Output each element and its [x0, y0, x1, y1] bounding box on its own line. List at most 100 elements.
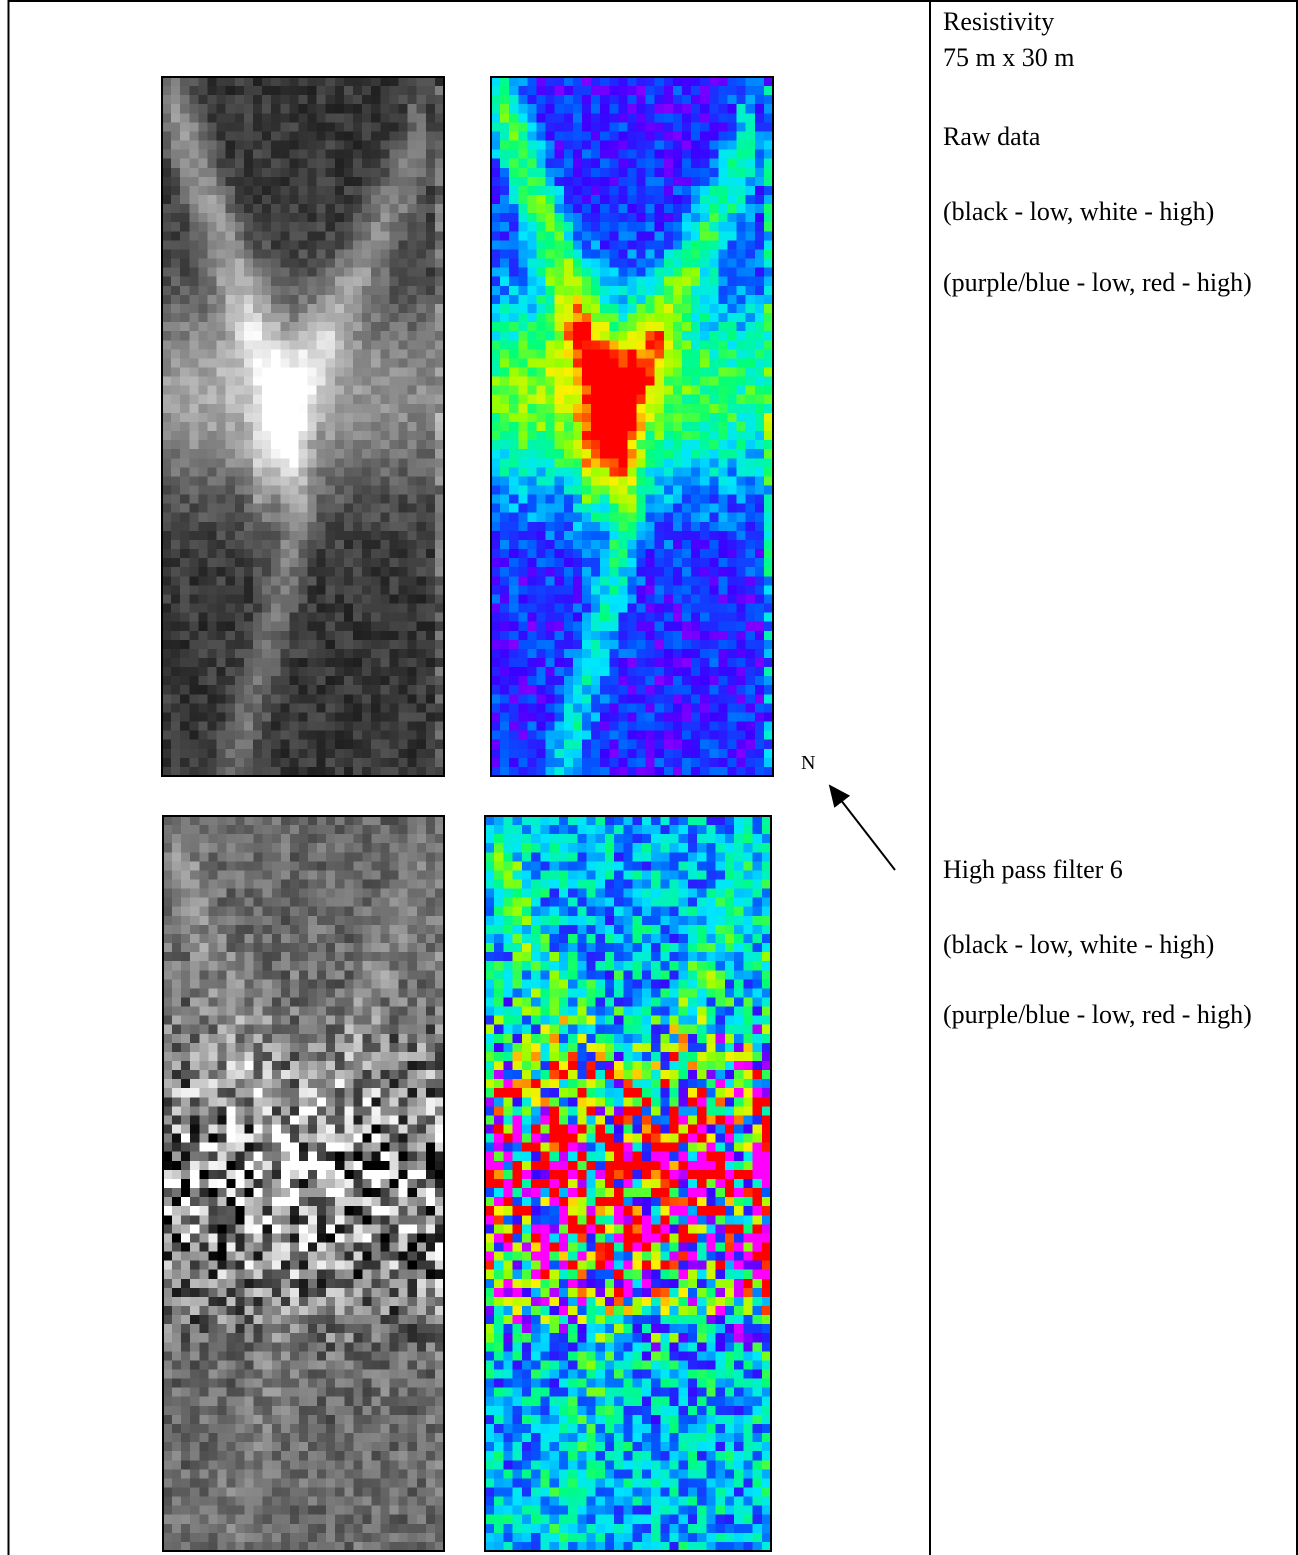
map-pixel — [417, 604, 427, 614]
map-pixel — [664, 576, 674, 586]
map-pixel — [655, 749, 665, 759]
map-pixel — [591, 168, 601, 178]
map-pixel — [262, 349, 272, 359]
map-pixel — [518, 667, 528, 677]
map-pixel — [171, 495, 181, 505]
map-pixel — [335, 141, 345, 151]
map-pixel — [244, 422, 254, 432]
map-pixel — [618, 440, 628, 450]
map-pixel — [600, 222, 610, 232]
map-pixel — [280, 440, 290, 450]
map-pixel — [555, 549, 565, 559]
map-pixel — [189, 240, 199, 250]
map-pixel — [180, 422, 190, 432]
map-pixel — [618, 540, 628, 550]
map-pixel — [546, 567, 556, 577]
map-pixel — [353, 676, 363, 686]
map-pixel — [637, 204, 647, 214]
map-pixel — [408, 613, 418, 623]
map-pixel — [262, 676, 272, 686]
map-pixel — [417, 367, 427, 377]
map-pixel — [280, 495, 290, 505]
map-pixel — [546, 322, 556, 332]
map-pixel — [335, 594, 345, 604]
map-pixel — [618, 331, 628, 341]
map-pixel — [417, 131, 427, 141]
map-pixel — [399, 522, 409, 532]
map-pixel — [546, 758, 556, 768]
map-pixel — [244, 431, 254, 441]
map-pixel — [655, 422, 665, 432]
map-pixel — [408, 816, 418, 826]
map-pixel — [755, 731, 765, 741]
map-pixel — [673, 195, 683, 205]
map-pixel — [317, 159, 327, 169]
map-pixel — [326, 613, 336, 623]
map-pixel — [408, 122, 418, 132]
map-pixel — [737, 749, 747, 759]
map-pixel — [518, 622, 528, 632]
map-pixel — [380, 259, 390, 269]
map-pixel — [527, 604, 537, 614]
map-pixel — [491, 467, 501, 477]
map-pixel — [555, 367, 565, 377]
map-pixel — [582, 458, 592, 468]
map-pixel — [518, 649, 528, 659]
map-pixel — [709, 749, 719, 759]
map-pixel — [389, 549, 399, 559]
map-pixel — [600, 159, 610, 169]
map-pixel — [728, 640, 738, 650]
map-pixel — [353, 816, 363, 826]
map-pixel — [344, 440, 354, 450]
map-pixel — [262, 168, 272, 178]
map-pixel — [718, 286, 728, 296]
map-pixel — [682, 240, 692, 250]
map-pixel — [317, 322, 327, 332]
map-pixel — [280, 722, 290, 732]
map-pixel — [399, 340, 409, 350]
map-pixel — [271, 240, 281, 250]
map-pixel — [280, 377, 290, 387]
map-pixel — [171, 549, 181, 559]
map-pixel — [627, 467, 637, 477]
map-pixel — [582, 449, 592, 459]
map-pixel — [573, 386, 583, 396]
map-pixel — [527, 703, 537, 713]
map-pixel — [728, 204, 738, 214]
map-pixel — [618, 604, 628, 614]
map-pixel — [289, 195, 299, 205]
map-pixel — [746, 740, 756, 750]
map-pixel — [417, 259, 427, 269]
map-pixel — [500, 513, 510, 523]
map-pixel — [298, 277, 308, 287]
map-pixel — [199, 816, 209, 826]
map-pixel — [746, 413, 756, 423]
map-pixel — [235, 667, 245, 677]
map-pixel — [417, 758, 427, 768]
map-pixel — [682, 613, 692, 623]
map-pixel — [253, 268, 263, 278]
map-pixel — [308, 377, 318, 387]
map-pixel — [399, 404, 409, 414]
map-pixel — [280, 141, 290, 151]
map-pixel — [700, 86, 710, 96]
map-pixel — [718, 667, 728, 677]
map-pixel — [207, 268, 217, 278]
map-pixel — [755, 304, 765, 314]
map-pixel — [600, 259, 610, 269]
map-pixel — [308, 594, 318, 604]
map-pixel — [518, 77, 528, 87]
map-pixel — [746, 304, 756, 314]
map-pixel — [682, 594, 692, 604]
map-pixel — [527, 195, 537, 205]
map-pixel — [308, 322, 318, 332]
map-pixel — [389, 731, 399, 741]
map-pixel — [573, 168, 583, 178]
map-pixel — [344, 277, 354, 287]
map-pixel — [207, 413, 217, 423]
map-pixel — [582, 703, 592, 713]
map-pixel — [371, 740, 381, 750]
map-pixel — [207, 667, 217, 677]
map-pixel — [335, 731, 345, 741]
map-pixel — [244, 268, 254, 278]
